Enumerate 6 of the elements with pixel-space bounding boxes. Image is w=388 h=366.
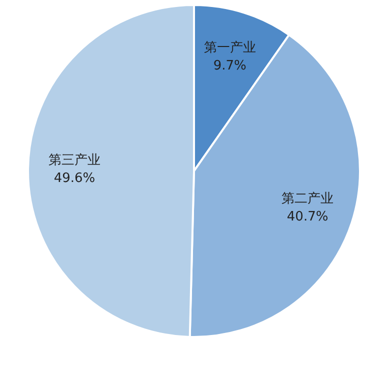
data-label: 40.7% bbox=[286, 210, 328, 225]
slice-label: 第二产业 bbox=[282, 192, 334, 207]
slice-label: 第一产业 bbox=[204, 40, 256, 56]
slice-label: 第三产业 bbox=[48, 152, 100, 168]
data-label: 9.7% bbox=[213, 58, 246, 74]
data-label: 49.6% bbox=[54, 170, 96, 186]
